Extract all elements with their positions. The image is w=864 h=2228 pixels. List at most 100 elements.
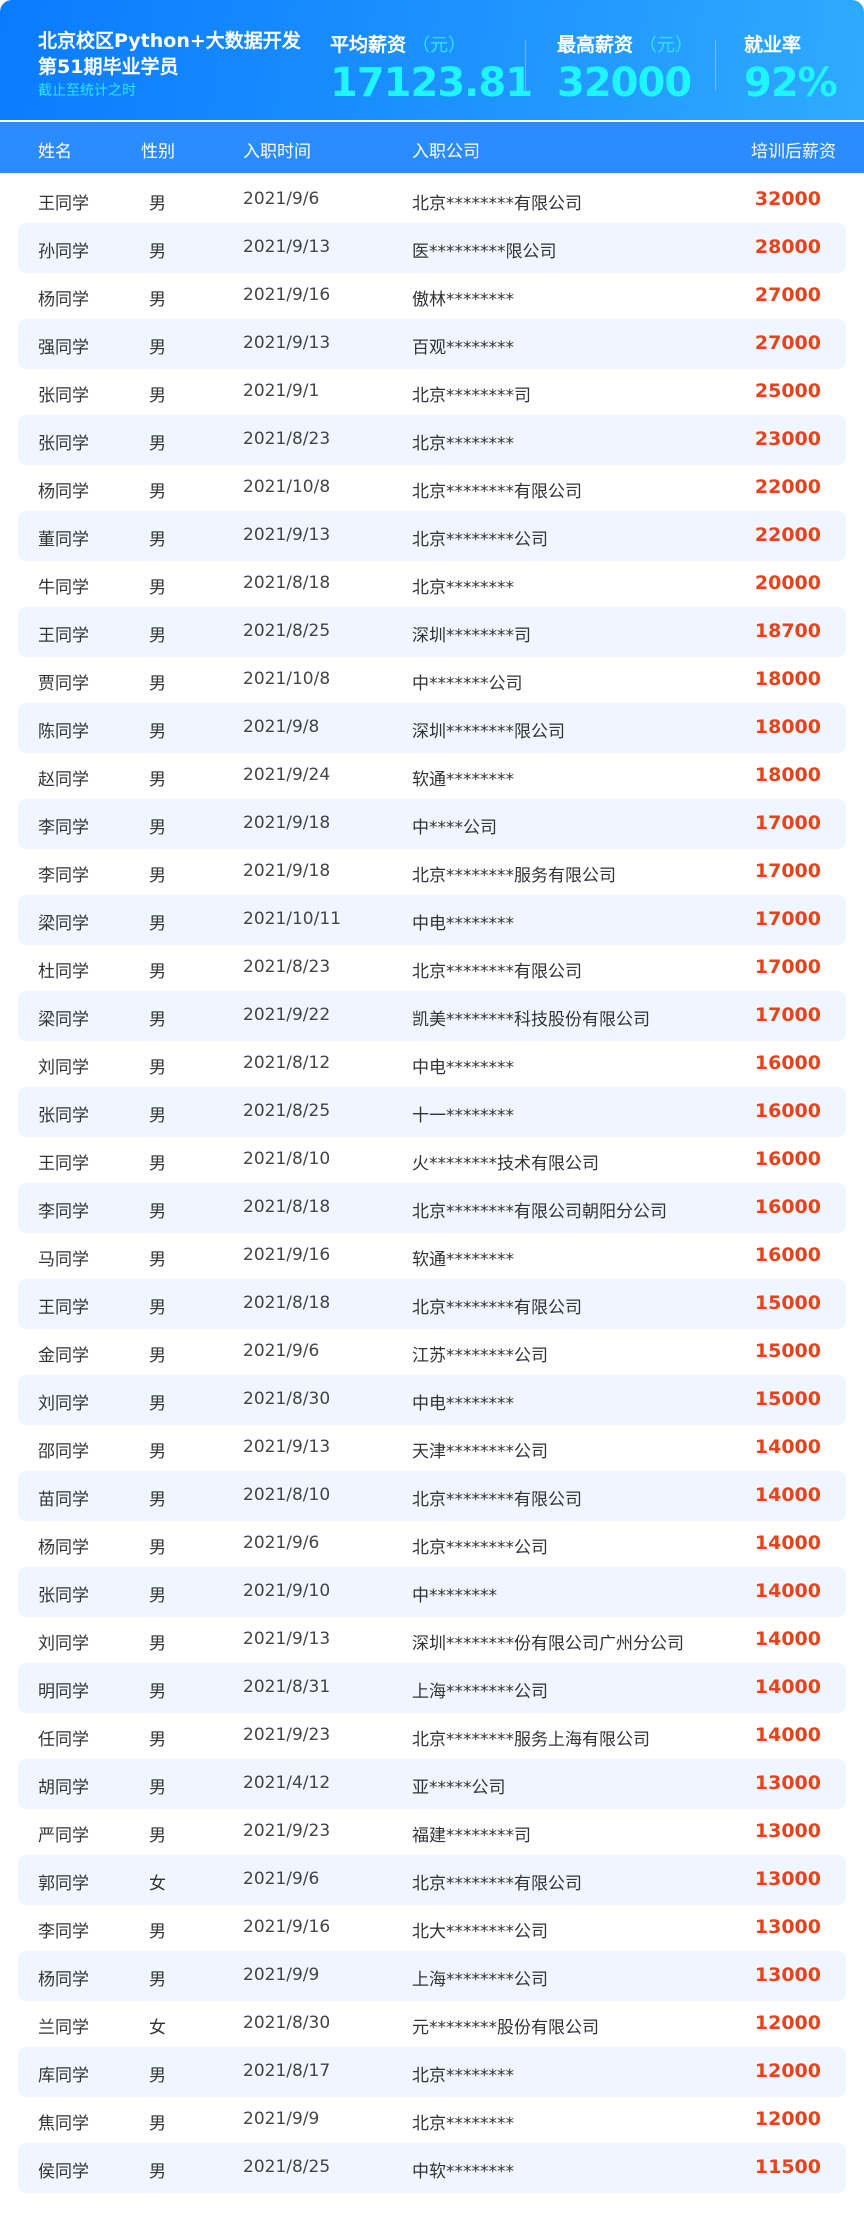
- stat-average-salary: 平均薪资 （元） 17123.81: [330, 30, 533, 105]
- table-row: 明同学 男 2021/8/31 上海********公司 14000: [0, 1663, 864, 1713]
- cell-salary: 18700: [754, 620, 821, 642]
- cell-salary: 17000: [754, 1004, 821, 1026]
- table-row: 杨同学 男 2021/9/9 上海********公司 13000: [0, 1951, 864, 2001]
- stat-max-salary: 最高薪资 （元） 32000: [557, 30, 693, 105]
- cell-salary: 14000: [754, 1484, 821, 1506]
- cell-date: 2021/8/25: [243, 621, 331, 641]
- stat-unit: （元）: [412, 35, 467, 56]
- cell-name: 马同学: [38, 1250, 89, 1270]
- table-row: 孙同学 男 2021/9/13 医*********限公司 28000: [0, 223, 864, 273]
- cell-salary: 13000: [754, 1820, 821, 1842]
- cell-date: 2021/8/12: [243, 1053, 331, 1073]
- stat-label: 平均薪资: [330, 34, 407, 56]
- cell-company: 深圳********司: [412, 626, 531, 646]
- cell-company: 凯美********科技股份有限公司: [412, 1010, 650, 1030]
- cell-gender: 男: [149, 962, 166, 982]
- table-row: 库同学 男 2021/8/17 北京******** 12000: [0, 2047, 864, 2097]
- cell-date: 2021/10/8: [243, 477, 331, 497]
- table-row: 侯同学 男 2021/8/25 中软******** 11500: [0, 2143, 864, 2193]
- cell-gender: 男: [149, 1346, 166, 1366]
- cell-name: 侯同学: [38, 2162, 89, 2182]
- table-row: 王同学 男 2021/8/25 深圳********司 18700: [0, 607, 864, 657]
- cell-date: 2021/9/6: [243, 1869, 320, 1889]
- cell-company: 中********: [412, 1586, 497, 1606]
- cell-company: 中电********: [412, 1394, 514, 1414]
- cell-salary: 17000: [754, 860, 821, 882]
- cell-name: 刘同学: [38, 1058, 89, 1078]
- table-row: 胡同学 男 2021/4/12 亚*****公司 13000: [0, 1759, 864, 1809]
- cell-name: 李同学: [38, 1922, 89, 1942]
- table-row: 张同学 男 2021/9/10 中******** 14000: [0, 1567, 864, 1617]
- cell-salary: 18000: [754, 716, 821, 738]
- cell-date: 2021/9/13: [243, 237, 331, 257]
- cell-name: 库同学: [38, 2066, 89, 2086]
- cell-gender: 男: [149, 866, 166, 886]
- cell-name: 李同学: [38, 866, 89, 886]
- divider: [525, 40, 526, 90]
- cell-company: 十一********: [412, 1106, 514, 1126]
- cell-name: 梁同学: [38, 1010, 89, 1030]
- table-row: 贾同学 男 2021/10/8 中*******公司 18000: [0, 655, 864, 703]
- cell-salary: 14000: [754, 1436, 821, 1458]
- table-row: 董同学 男 2021/9/13 北京********公司 22000: [0, 511, 864, 561]
- cell-gender: 男: [149, 1106, 166, 1126]
- cell-gender: 男: [149, 1058, 166, 1078]
- cell-name: 牛同学: [38, 578, 89, 598]
- cell-company: 北京********有限公司: [412, 1298, 582, 1318]
- table-row: 杨同学 男 2021/9/6 北京********公司 14000: [0, 1519, 864, 1567]
- cell-gender: 男: [149, 1826, 166, 1846]
- cell-gender: 男: [149, 1682, 166, 1702]
- cell-company: 北京********有限公司: [412, 194, 582, 214]
- cell-date: 2021/8/17: [243, 2061, 331, 2081]
- stat-value: 92%: [744, 60, 838, 106]
- table-row: 王同学 男 2021/8/18 北京********有限公司 15000: [0, 1279, 864, 1329]
- cell-date: 2021/8/25: [243, 1101, 331, 1121]
- cell-date: 2021/9/10: [243, 1581, 331, 1601]
- cell-salary: 12000: [754, 2108, 821, 2130]
- table-row: 任同学 男 2021/9/23 北京********服务上海有限公司 14000: [0, 1711, 864, 1759]
- table-header: 姓名 性别 入职时间 入职公司 培训后薪资: [0, 122, 864, 173]
- cell-salary: 17000: [754, 812, 821, 834]
- cell-company: 深圳********份有限公司广州分公司: [412, 1634, 684, 1654]
- cell-date: 2021/9/16: [243, 1917, 331, 1937]
- cell-name: 刘同学: [38, 1394, 89, 1414]
- cell-company: 医*********限公司: [412, 242, 557, 262]
- cell-company: 北京********: [412, 578, 514, 598]
- table-row: 杜同学 男 2021/8/23 北京********有限公司 17000: [0, 943, 864, 991]
- cell-date: 2021/8/23: [243, 957, 331, 977]
- cell-gender: 男: [149, 338, 166, 358]
- column-header-name: 姓名: [38, 142, 72, 162]
- cell-date: 2021/8/23: [243, 429, 331, 449]
- title-line-2: 第51期毕业学员: [38, 56, 179, 78]
- table-row: 杨同学 男 2021/10/8 北京********有限公司 22000: [0, 463, 864, 511]
- cell-company: 软通********: [412, 1250, 514, 1270]
- cell-company: 北京********: [412, 434, 514, 454]
- cell-company: 上海********公司: [412, 1682, 548, 1702]
- cell-salary: 14000: [754, 1676, 821, 1698]
- cell-gender: 男: [149, 530, 166, 550]
- cell-salary: 23000: [754, 428, 821, 450]
- cell-company: 元********股份有限公司: [412, 2018, 599, 2038]
- table-body: 王同学男 2021/9/6 北京********有限公司 32000 孙同学男 2021/…: [0, 175, 864, 2193]
- table-row: 牛同学 男 2021/8/18 北京******** 20000: [0, 559, 864, 607]
- cell-gender: 男: [149, 1538, 166, 1558]
- cell-name: 杨同学: [38, 290, 89, 310]
- stat-employment-rate: 就业率 92%: [744, 30, 838, 106]
- cell-name: 董同学: [38, 530, 89, 550]
- cell-date: 2021/9/23: [243, 1821, 331, 1841]
- cell-date: 2021/9/6: [243, 1341, 320, 1361]
- table-row: 焦同学 男 2021/9/9 北京******** 12000: [0, 2095, 864, 2143]
- cell-gender: 男: [149, 1250, 166, 1270]
- stat-value: 32000: [557, 60, 692, 106]
- table-row: 金同学 男 2021/9/6 江苏********公司 15000: [0, 1327, 864, 1375]
- cell-company: 火********技术有限公司: [412, 1154, 599, 1174]
- table-row: 邵同学 男 2021/9/13 天津********公司 14000: [0, 1423, 864, 1471]
- title-line-1: 北京校区Python+大数据开发: [38, 30, 301, 52]
- cell-gender: 男: [149, 2114, 166, 2134]
- cell-salary: 16000: [754, 1100, 821, 1122]
- cell-gender: 男: [149, 1154, 166, 1174]
- cell-company: 北京********有限公司: [412, 1874, 582, 1894]
- cell-name: 胡同学: [38, 1778, 89, 1798]
- table-row: 刘同学 男 2021/8/30 中电******** 15000: [0, 1375, 864, 1425]
- cell-name: 焦同学: [38, 2114, 89, 2134]
